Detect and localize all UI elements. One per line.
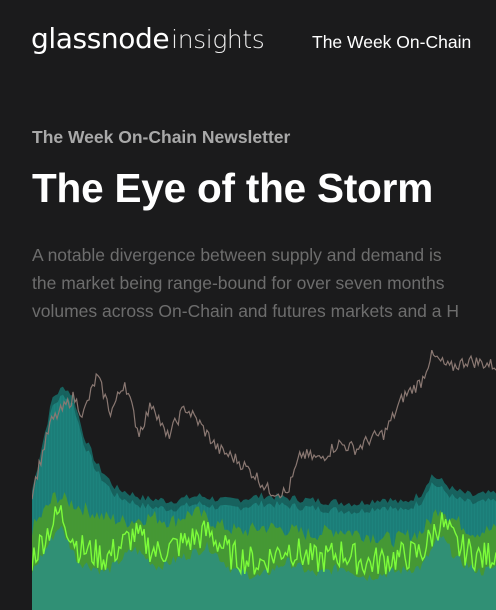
lower-teal-area (32, 525, 496, 610)
glassnode-insights-logo[interactable]: glassnodeinsights (31, 22, 265, 60)
hero-chart-image (32, 350, 496, 610)
nav-link-the-week-on-chain[interactable]: The Week On-Chain (312, 32, 472, 52)
newsletter-kicker[interactable]: The Week On-Chain Newsletter (32, 127, 291, 147)
logo-product-text: insights (171, 25, 265, 54)
summary-line: the market being range-bound for over se… (32, 273, 445, 293)
summary-line: volumes across On-Chain and futures mark… (32, 301, 459, 321)
hero-chart-svg (32, 350, 496, 610)
summary-line: A notable divergence between supply and … (32, 245, 442, 265)
article-title: The Eye of the Storm (32, 165, 434, 211)
logo-brand-text: glassnode (31, 22, 170, 55)
site-header: glassnodeinsights The Week On-Chain (0, 0, 496, 84)
price-series-line (32, 350, 496, 500)
bright-green-series-line (32, 505, 496, 576)
article-summary: A notable divergence between supply and … (32, 241, 496, 325)
